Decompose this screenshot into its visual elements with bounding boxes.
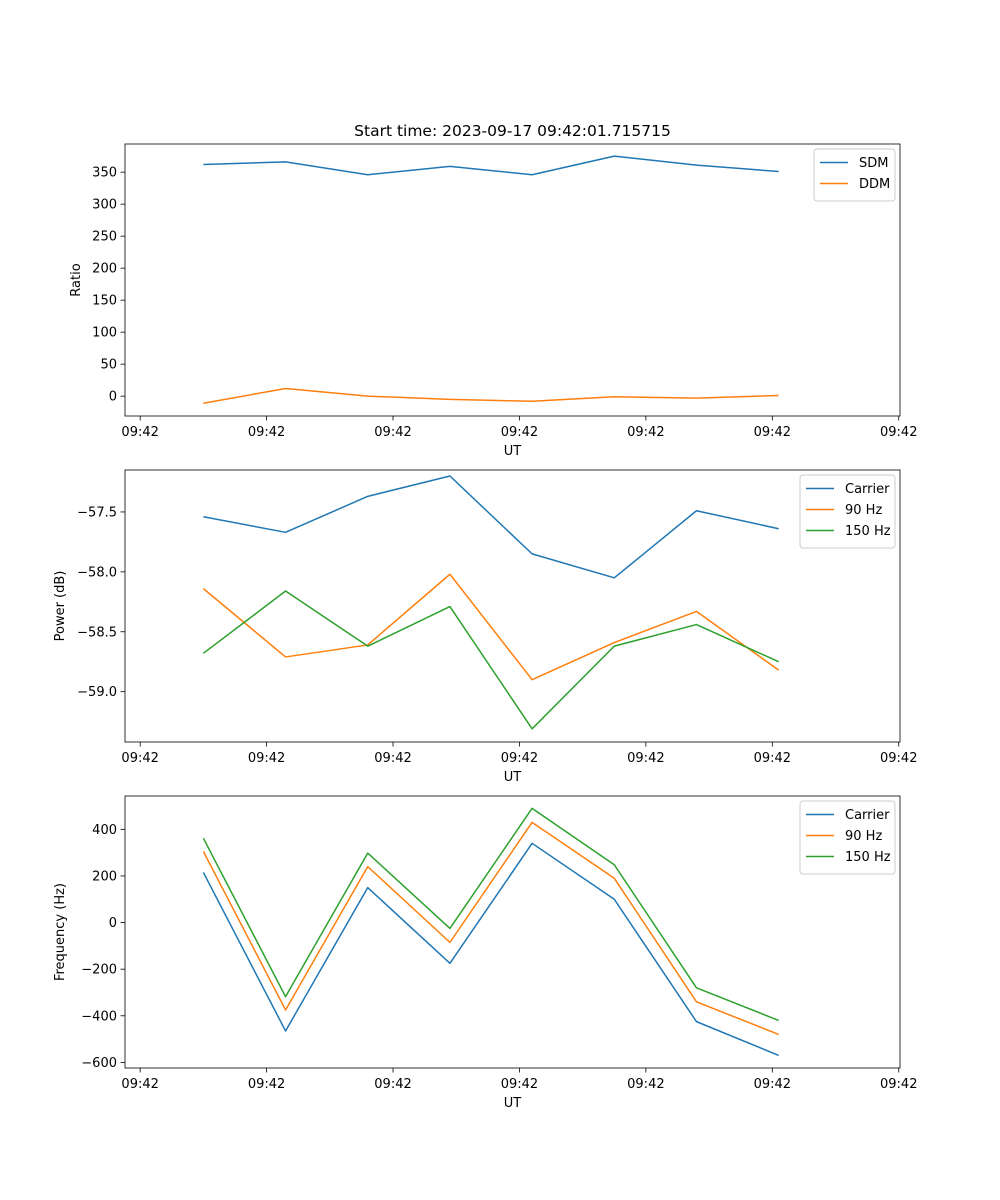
series-line-150-hz bbox=[202, 590, 779, 730]
x-tick-label: 09:42 bbox=[374, 751, 411, 766]
y-tick-label: 400 bbox=[92, 823, 117, 838]
legend-label: SDM bbox=[859, 156, 888, 171]
x-tick-label: 09:42 bbox=[121, 425, 158, 440]
x-tick-label: 09:42 bbox=[501, 425, 538, 440]
y-tick-label: −59.0 bbox=[77, 685, 117, 700]
x-tick-label: 09:42 bbox=[627, 1077, 664, 1092]
y-axis-label: Frequency (Hz) bbox=[53, 883, 68, 981]
chart-panel-3: 09:42 09:42 09:42 09:42 09:42 09:42 09:42 −600 −… bbox=[53, 795, 917, 1111]
x-tick-label: 09:42 bbox=[627, 425, 664, 440]
x-tick-label: 09:42 bbox=[627, 751, 664, 766]
legend-label: 90 Hz bbox=[845, 503, 882, 518]
x-tick-label: 09:42 bbox=[754, 1077, 791, 1092]
y-tick-label: −58.0 bbox=[77, 565, 117, 580]
y-tick-label: 300 bbox=[92, 198, 117, 213]
y-axis-label: Power (dB) bbox=[53, 571, 68, 642]
series-line-carrier bbox=[203, 475, 779, 579]
x-tick-label: 09:42 bbox=[754, 751, 791, 766]
y-tick-label: −400 bbox=[81, 1009, 117, 1024]
x-tick-label: 09:42 bbox=[501, 1077, 538, 1092]
series-line-carrier bbox=[202, 842, 779, 1057]
legend-label: 150 Hz bbox=[845, 524, 891, 539]
y-tick-label: 50 bbox=[100, 358, 117, 373]
legend: SDM DDM bbox=[813, 148, 896, 202]
y-tick-label: −200 bbox=[81, 963, 117, 978]
series-line-150-hz bbox=[202, 807, 779, 1022]
y-axis-label: Ratio bbox=[69, 263, 84, 296]
y-tick-label: −58.5 bbox=[77, 625, 117, 640]
x-tick-label: 09:42 bbox=[374, 1077, 411, 1092]
y-tick-label: 0 bbox=[109, 916, 117, 931]
y-tick-label: −600 bbox=[81, 1056, 117, 1071]
x-tick-label: 09:42 bbox=[754, 425, 791, 440]
y-tick-label: 150 bbox=[92, 294, 117, 309]
x-tick-label: 09:42 bbox=[880, 751, 917, 766]
y-tick-label: 350 bbox=[92, 166, 117, 181]
x-tick-label: 09:42 bbox=[248, 751, 285, 766]
x-tick-label: 09:42 bbox=[374, 425, 411, 440]
x-tick-label: 09:42 bbox=[248, 425, 285, 440]
x-tick-label: 09:42 bbox=[880, 1077, 917, 1092]
y-tick-label: 0 bbox=[109, 390, 117, 405]
legend-label: 150 Hz bbox=[845, 850, 891, 865]
figure-title: Start time: 2023-09-17 09:42:01.715715 bbox=[354, 122, 671, 140]
legend: Carrier 90 Hz 150 Hz bbox=[799, 800, 896, 875]
legend-label: DDM bbox=[859, 177, 890, 192]
y-tick-label: −57.5 bbox=[77, 505, 117, 520]
axes-frame bbox=[124, 795, 901, 1069]
series-line-sdm bbox=[203, 155, 779, 176]
y-tick-label: 250 bbox=[92, 230, 117, 245]
legend: Carrier 90 Hz 150 Hz bbox=[799, 474, 896, 549]
x-axis-label: UT bbox=[504, 444, 522, 459]
y-tick-label: 200 bbox=[92, 262, 117, 277]
series-line-90-hz bbox=[202, 821, 779, 1036]
series-line-ddm bbox=[203, 387, 779, 404]
x-axis-label: UT bbox=[504, 770, 522, 785]
chart-panel-1: 09:42 09:42 09:42 09:42 09:42 09:42 09:42 0 50 10… bbox=[69, 143, 917, 459]
chart-panel-2: 09:42 09:42 09:42 09:42 09:42 09:42 09:42 −59.0… bbox=[53, 469, 917, 785]
axes-frame bbox=[124, 143, 901, 417]
x-tick-label: 09:42 bbox=[121, 751, 158, 766]
x-tick-label: 09:42 bbox=[121, 1077, 158, 1092]
x-tick-label: 09:42 bbox=[248, 1077, 285, 1092]
y-tick-label: 100 bbox=[92, 326, 117, 341]
legend-label: 90 Hz bbox=[845, 829, 882, 844]
y-tick-label: 200 bbox=[92, 869, 117, 884]
x-tick-label: 09:42 bbox=[501, 751, 538, 766]
series-line-90-hz bbox=[202, 573, 780, 681]
x-axis-label: UT bbox=[504, 1096, 522, 1111]
legend-label: Carrier bbox=[845, 482, 890, 497]
legend-label: Carrier bbox=[845, 808, 890, 823]
x-tick-label: 09:42 bbox=[880, 425, 917, 440]
axes-frame bbox=[124, 469, 901, 743]
